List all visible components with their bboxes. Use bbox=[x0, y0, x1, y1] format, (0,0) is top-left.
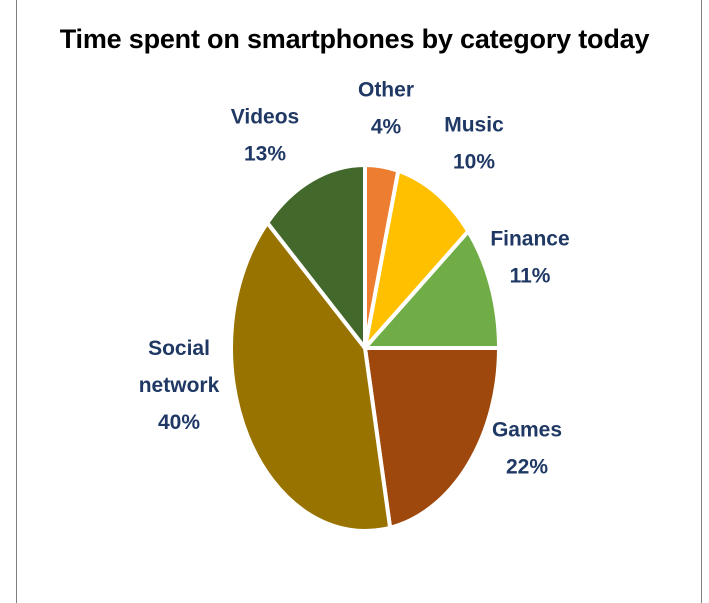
pie-slice-social-network bbox=[229, 220, 393, 533]
chart-title: Time spent on smartphones by category to… bbox=[59, 24, 650, 54]
slice-label-other: Other 4% bbox=[358, 79, 414, 139]
slice-label-music: Music 10% bbox=[444, 114, 504, 174]
pie-slice-music bbox=[363, 168, 471, 350]
pie-slice-games bbox=[363, 346, 501, 530]
slice-label-finance: Finance 11% bbox=[490, 228, 569, 288]
pie-slice-videos bbox=[265, 163, 367, 350]
slice-label-social-network: Social network 40% bbox=[139, 337, 220, 434]
chart-frame bbox=[16, 0, 702, 603]
slice-label-videos: Videos 13% bbox=[231, 106, 299, 166]
pie-slice-finance bbox=[363, 229, 501, 350]
slice-label-games: Games 22% bbox=[492, 419, 562, 479]
